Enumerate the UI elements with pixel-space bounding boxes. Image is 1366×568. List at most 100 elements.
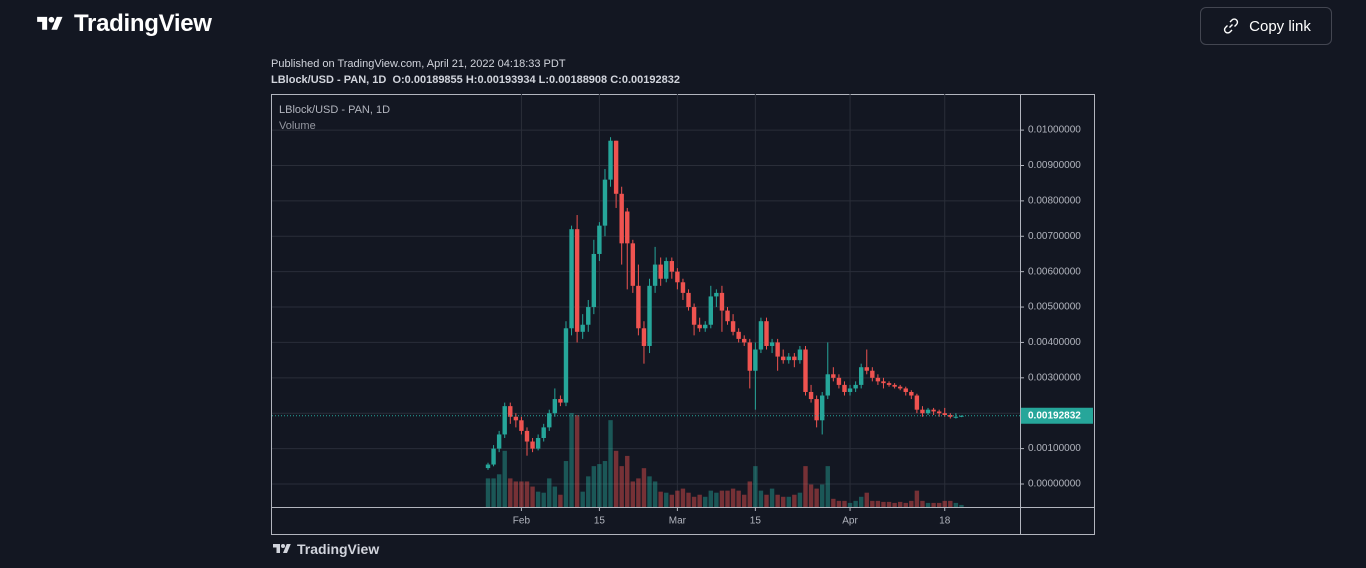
candle-body: [485, 464, 491, 469]
volume-bar: [541, 492, 546, 507]
candle-body: [552, 399, 558, 414]
candle-body: [708, 296, 713, 325]
candle-body: [853, 384, 858, 389]
candle-body: [814, 399, 819, 421]
candle-body: [652, 264, 658, 286]
y-tick-label: 0.00900000: [1028, 160, 1081, 171]
volume-bar: [491, 478, 496, 507]
volume-bar: [781, 496, 786, 507]
volume-bar: [502, 450, 507, 507]
volume-bar: [664, 492, 669, 507]
candle-body: [530, 441, 535, 449]
volume-bar: [675, 490, 680, 507]
y-tick-label: 0.00500000: [1028, 302, 1081, 313]
volume-bar: [892, 502, 897, 507]
candle-body: [641, 328, 647, 346]
candle-body: [602, 179, 608, 226]
candle-body: [808, 391, 814, 400]
volume-bar: [942, 500, 947, 507]
volume-bar: [519, 481, 524, 507]
candle-body: [881, 381, 886, 384]
volume-bar: [641, 468, 647, 507]
candle-body: [797, 349, 803, 361]
volume-bar: [936, 502, 942, 507]
y-tick-label: 0.00300000: [1028, 372, 1081, 383]
volume-bar: [697, 494, 702, 507]
candle-body: [864, 367, 869, 371]
volume-bar: [652, 481, 658, 507]
candle-body: [825, 374, 830, 396]
candle-body: [491, 448, 496, 465]
volume-bar: [903, 502, 908, 507]
last-price-tag: [1021, 407, 1093, 424]
volume-bar: [591, 466, 597, 507]
ohlc-legend: LBlock/USD - PAN, 1D O:0.00189855 H:0.00…: [271, 74, 680, 86]
volume-bar: [669, 494, 675, 507]
candle-body: [736, 331, 741, 339]
candle-body: [842, 384, 847, 392]
x-tick-label: 15: [750, 516, 762, 527]
candle-body: [597, 225, 602, 254]
volume-bar: [764, 494, 769, 507]
candle-body: [730, 321, 736, 332]
candle-body: [897, 386, 903, 389]
candle-body: [875, 377, 881, 382]
l-prefix: L:: [538, 74, 550, 86]
candle-body: [942, 413, 947, 415]
published-text: Published on TradingView.com, April 21, …: [271, 58, 566, 70]
x-tick-label: 15: [594, 516, 606, 527]
candle-body: [792, 356, 797, 361]
volume-bar: [825, 466, 830, 507]
y-tick-label: 0.00600000: [1028, 266, 1081, 277]
volume-bar: [496, 474, 502, 507]
candle-body: [786, 356, 791, 361]
candle-body: [625, 211, 630, 244]
logo-icon: [37, 16, 63, 30]
candle-body: [847, 388, 853, 392]
o-value: 0.00189855: [404, 74, 463, 86]
candle-body: [669, 261, 675, 272]
candle-body: [535, 437, 541, 449]
volume-bar: [630, 481, 636, 507]
candle-body: [686, 292, 691, 308]
volume-bar: [547, 478, 552, 507]
x-tick-label: Apr: [842, 516, 858, 527]
candle-body: [775, 342, 780, 357]
candle-body: [953, 416, 959, 418]
volume-bar: [619, 466, 624, 507]
c-value: 0.00192832: [621, 74, 680, 86]
x-tick-label: Mar: [669, 516, 687, 527]
volume-bar: [747, 481, 752, 507]
volume-bar: [953, 502, 959, 507]
candle-body: [591, 253, 597, 308]
axes-layer: 0.000000000.001000000.002000000.00300000…: [513, 125, 1093, 527]
volume-bar: [742, 494, 747, 507]
volume-bar: [647, 476, 652, 507]
candle-body: [758, 321, 764, 350]
volume-bar: [836, 500, 842, 507]
volume-bar: [853, 500, 858, 507]
volume-bar: [831, 498, 836, 507]
candle-body: [870, 370, 875, 378]
candle-body: [742, 338, 747, 343]
candle-body: [619, 193, 624, 244]
volume-label: Volume: [279, 120, 316, 132]
candle-body: [547, 413, 552, 428]
volume-bar: [814, 488, 819, 507]
candle-body: [719, 292, 725, 311]
copy-link-button[interactable]: Copy link: [1200, 7, 1332, 45]
volume-bar: [625, 455, 630, 507]
h-value: 0.00193934: [477, 74, 536, 86]
candle-body: [580, 324, 585, 332]
y-tick-label: 0.01000000: [1028, 125, 1081, 136]
volume-bar: [897, 501, 903, 507]
top-logo[interactable]: TradingView: [32, 10, 212, 38]
candle-body: [496, 434, 502, 449]
footer-logo-icon: [273, 544, 291, 553]
candle-body: [858, 367, 864, 385]
candle-body: [658, 264, 663, 279]
candle-body: [541, 427, 546, 438]
candle-body: [569, 229, 574, 329]
volume-bar: [580, 491, 585, 507]
candle-body: [781, 356, 786, 361]
